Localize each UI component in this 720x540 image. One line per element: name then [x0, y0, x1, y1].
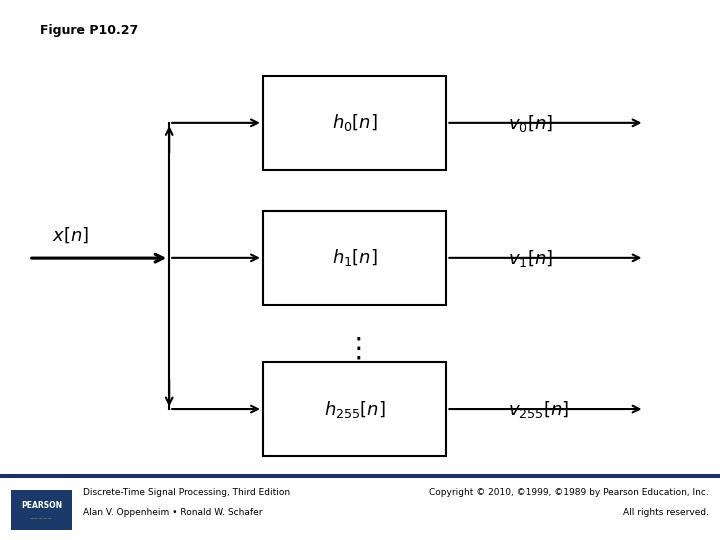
Text: $h_{255}[n]$: $h_{255}[n]$ — [324, 399, 385, 420]
Bar — [0, 474, 720, 478]
Text: $v_1[n]$: $v_1[n]$ — [508, 248, 553, 268]
Text: $v_0[n]$: $v_0[n]$ — [508, 113, 553, 133]
Bar — [263, 211, 446, 305]
Text: $v_{255}[n]$: $v_{255}[n]$ — [508, 399, 569, 420]
Text: Alan V. Oppenheim • Ronald W. Schafer: Alan V. Oppenheim • Ronald W. Schafer — [83, 508, 262, 517]
Text: All rights reserved.: All rights reserved. — [624, 508, 709, 517]
Text: $x[n]$: $x[n]$ — [52, 225, 89, 245]
Text: Figure P10.27: Figure P10.27 — [40, 24, 138, 37]
Text: $\vdots$: $\vdots$ — [344, 334, 361, 362]
Text: Discrete-Time Signal Processing, Third Edition: Discrete-Time Signal Processing, Third E… — [83, 488, 290, 497]
Text: Copyright © 2010, ©1999, ©1989 by Pearson Education, Inc.: Copyright © 2010, ©1999, ©1989 by Pearso… — [429, 488, 709, 497]
Text: $h_1[n]$: $h_1[n]$ — [332, 247, 377, 268]
Bar — [263, 76, 446, 170]
Bar — [0, 478, 720, 540]
Bar — [263, 362, 446, 456]
Bar — [11, 490, 72, 530]
Text: $h_0[n]$: $h_0[n]$ — [332, 112, 377, 133]
Text: PEARSON: PEARSON — [21, 501, 62, 510]
Text: ~~~~~: ~~~~~ — [30, 516, 53, 522]
